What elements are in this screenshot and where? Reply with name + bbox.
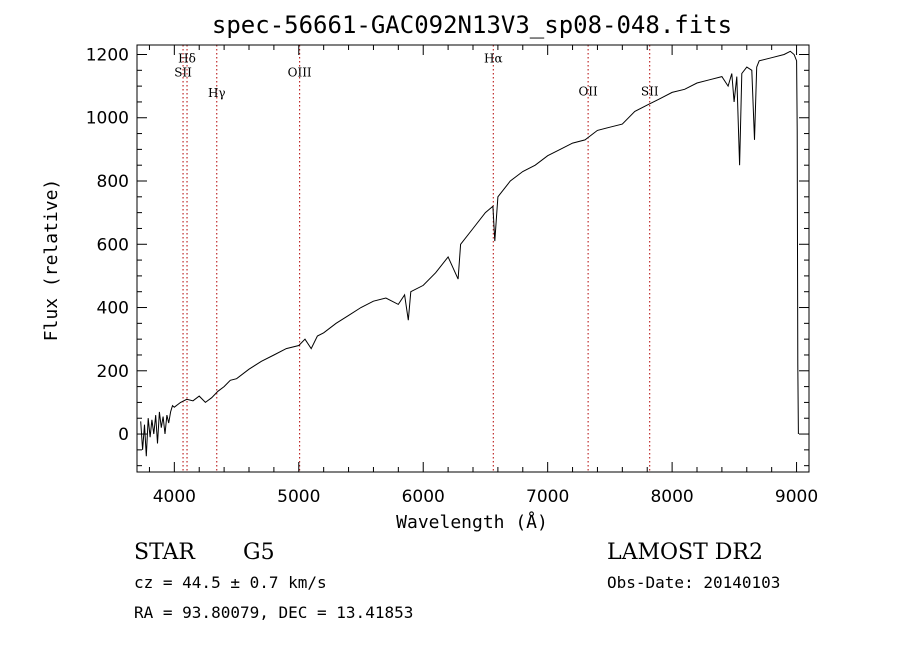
x-tick-label: 4000	[153, 487, 196, 507]
y-tick-label: 600	[97, 235, 129, 255]
x-axis-label: Wavelength (Å)	[396, 511, 548, 533]
marker-label: Hα	[484, 51, 503, 65]
y-tick-label: 0	[118, 425, 129, 445]
survey-name: LAMOST DR2	[607, 540, 763, 565]
marker-label: OIII	[288, 66, 312, 80]
y-axis: 0 200 400 600 800 1000 1200	[86, 45, 809, 467]
y-tick-label: 1000	[86, 109, 129, 129]
marker-label: OII	[578, 85, 598, 99]
coordinates: RA = 93.80079, DEC = 13.41853	[134, 603, 414, 622]
x-tick-label: 5000	[277, 487, 320, 507]
x-tick-label: 9000	[775, 487, 818, 507]
object-type: STAR	[134, 540, 195, 565]
marker-label: Hγ	[208, 86, 226, 100]
plot-frame	[136, 44, 810, 473]
y-tick-label: 400	[97, 299, 129, 319]
marker-label: SII	[174, 66, 192, 80]
spectral-subclass: G5	[243, 540, 275, 565]
x-tick-label: 8000	[650, 487, 693, 507]
y-tick-label: 1200	[86, 45, 129, 65]
y-axis-label: Flux (relative)	[41, 179, 62, 342]
marker-label: SII	[641, 85, 659, 99]
redshift-velocity: cz = 44.5 ± 0.7 km/s	[134, 573, 327, 592]
x-axis: 4000 5000 6000 7000 8000 9000	[148, 45, 818, 507]
marker-label: Hδ	[178, 51, 196, 65]
x-tick-label: 7000	[526, 487, 569, 507]
chart-title: spec-56661-GAC092N13V3_sp08-048.fits	[212, 11, 732, 39]
y-tick-label: 200	[97, 362, 129, 382]
x-tick-label: 6000	[402, 487, 445, 507]
y-tick-label: 800	[97, 172, 129, 192]
spectrum-series-line	[140, 50, 799, 457]
observation-date: Obs-Date: 20140103	[607, 573, 781, 592]
